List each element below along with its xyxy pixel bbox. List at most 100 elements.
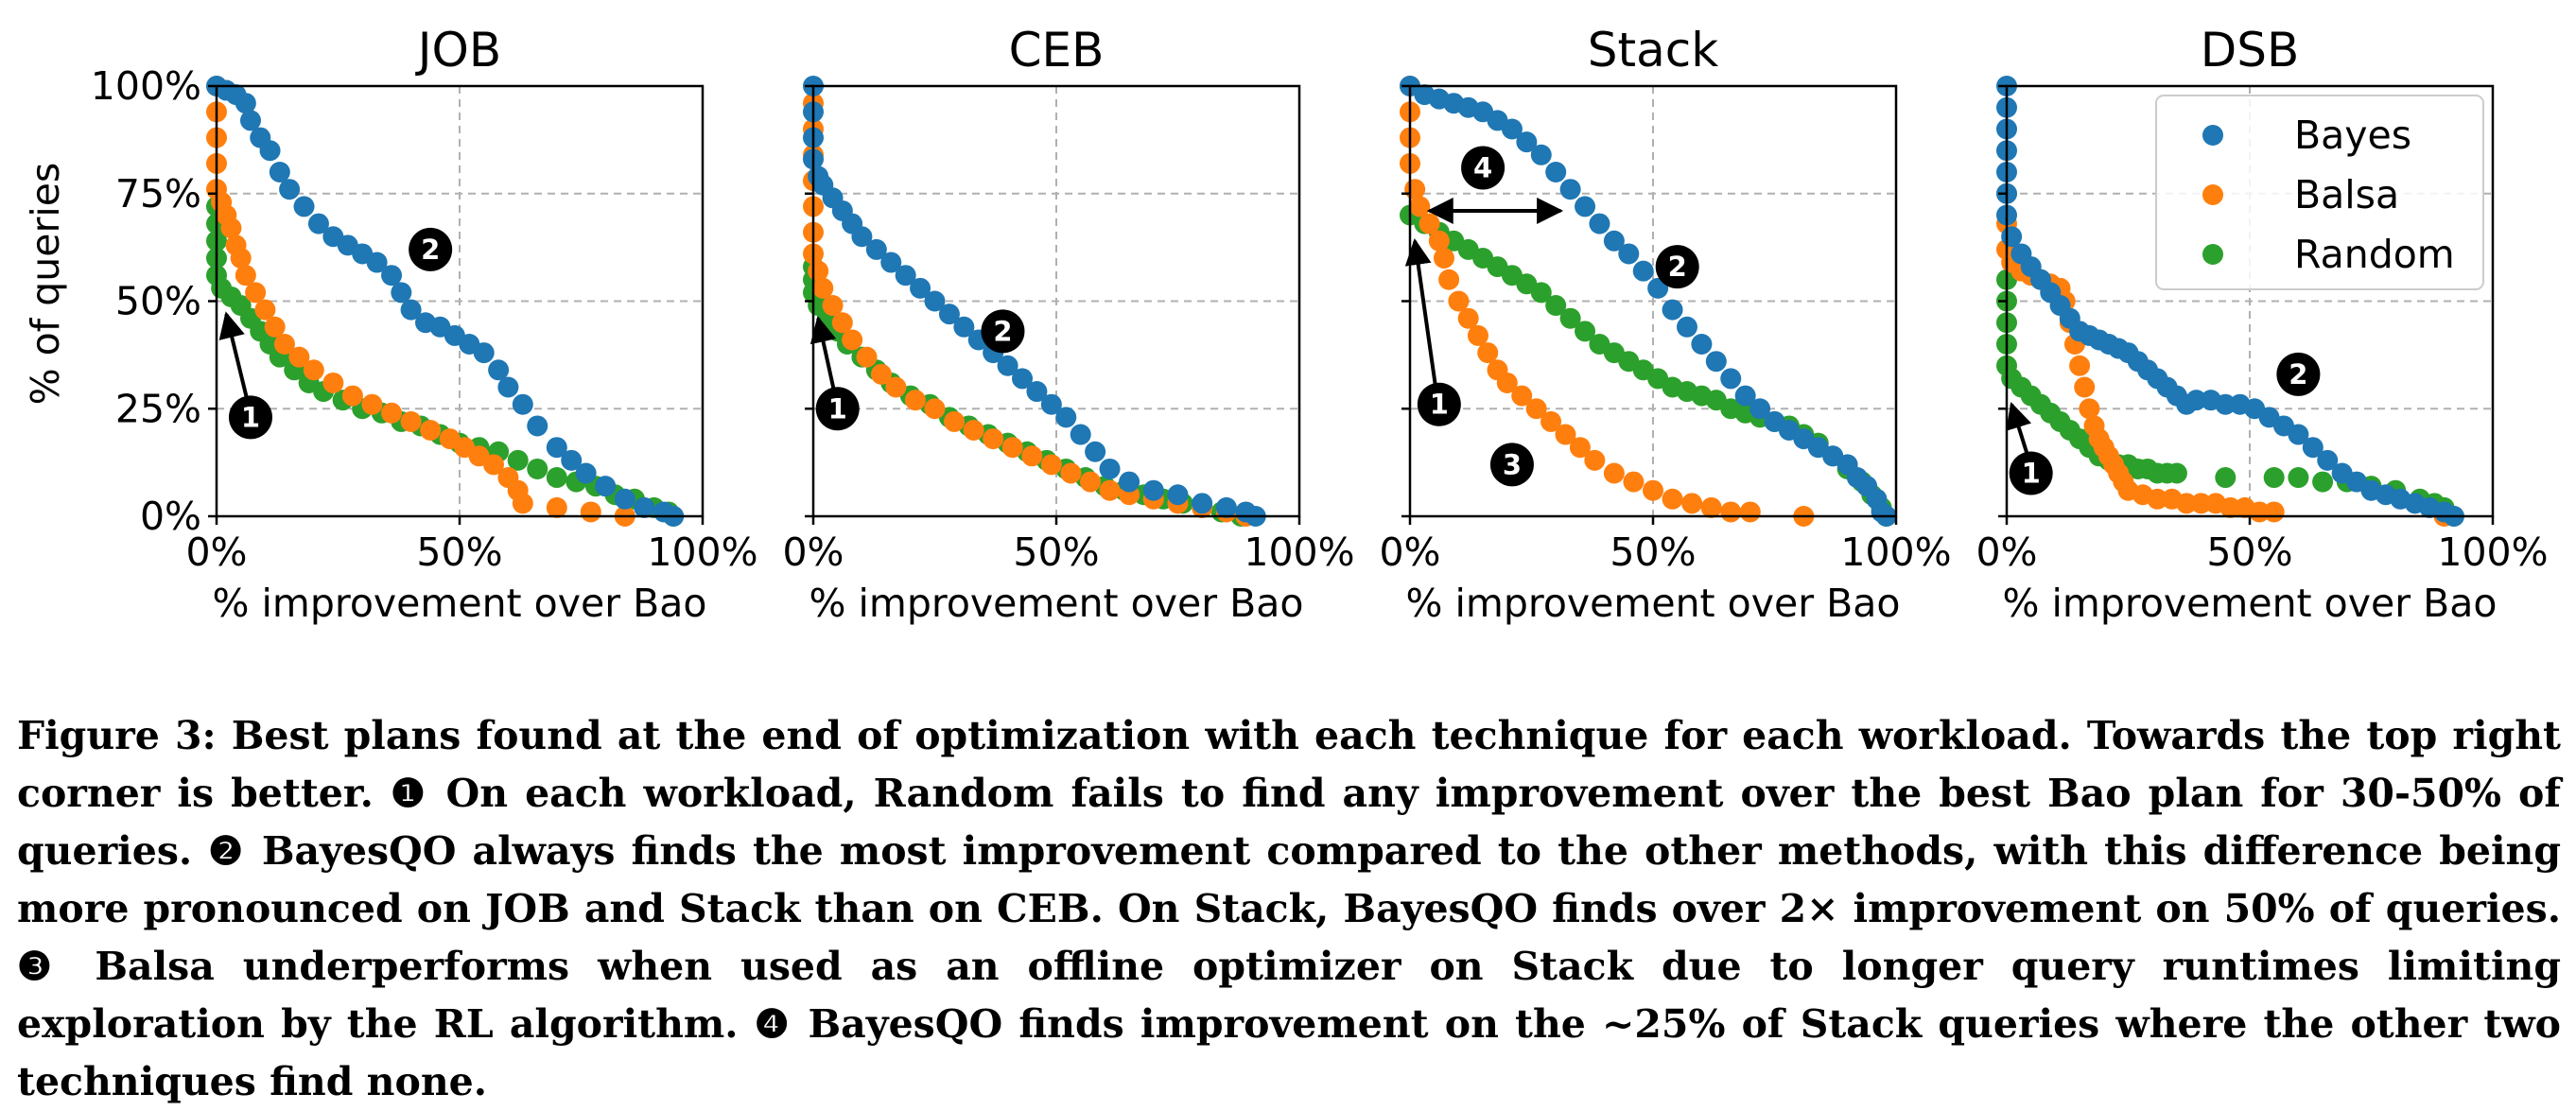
data-point bbox=[2074, 376, 2096, 398]
figure-caption: Figure 3: Best plans found at the end of… bbox=[17, 713, 2561, 1104]
x-tick-label: 50% bbox=[1610, 529, 1696, 575]
data-point bbox=[1700, 496, 1722, 518]
data-point bbox=[482, 454, 504, 476]
data-point bbox=[381, 265, 403, 286]
x-axis-label: % improvement over Bao bbox=[213, 581, 707, 626]
data-point bbox=[546, 496, 567, 518]
x-axis-label: % improvement over Bao bbox=[809, 581, 1304, 626]
data-point bbox=[924, 290, 946, 312]
annotation-number: 1 bbox=[1430, 389, 1449, 421]
data-point bbox=[1559, 179, 1581, 200]
data-point bbox=[381, 402, 403, 424]
data-point bbox=[822, 295, 844, 317]
legend-label-bayes: Bayes bbox=[2294, 113, 2411, 158]
data-point bbox=[870, 363, 892, 385]
data-point bbox=[1040, 393, 1062, 415]
panel-title: DSB bbox=[2201, 23, 2300, 78]
legend-label-balsa: Balsa bbox=[2294, 172, 2399, 217]
data-point bbox=[1540, 410, 1562, 432]
data-point bbox=[1739, 501, 1761, 523]
data-point bbox=[983, 428, 1004, 450]
data-point bbox=[1681, 493, 1703, 514]
data-point bbox=[1516, 131, 1538, 153]
data-point bbox=[254, 299, 276, 321]
data-point bbox=[303, 359, 324, 381]
data-point bbox=[1662, 488, 1683, 510]
data-point bbox=[488, 359, 510, 381]
data-point bbox=[2288, 467, 2309, 489]
annotation-marker bbox=[1461, 146, 1506, 190]
data-point bbox=[924, 398, 946, 420]
annotation-marker bbox=[1417, 382, 1461, 426]
data-point bbox=[1569, 437, 1591, 459]
data-point bbox=[512, 393, 533, 415]
data-point bbox=[1545, 295, 1567, 317]
data-point bbox=[1119, 471, 1140, 493]
data-point bbox=[546, 437, 567, 459]
data-point bbox=[307, 213, 329, 234]
annotation-arrow bbox=[218, 311, 249, 399]
data-point bbox=[1589, 213, 1610, 234]
data-point bbox=[561, 449, 583, 471]
panel-title: CEB bbox=[1009, 23, 1105, 78]
y-axis-label: % of queries bbox=[23, 163, 68, 406]
annotation-marker bbox=[981, 309, 1025, 354]
data-point bbox=[851, 226, 873, 248]
series-random bbox=[1400, 204, 1897, 527]
data-point bbox=[580, 501, 601, 523]
x-tick-label: 0% bbox=[1379, 529, 1440, 575]
data-point bbox=[944, 410, 966, 432]
data-point bbox=[1676, 316, 1697, 338]
data-point bbox=[885, 376, 907, 398]
data-point bbox=[2302, 437, 2324, 459]
data-point bbox=[527, 458, 548, 479]
data-point bbox=[473, 342, 495, 364]
data-point bbox=[812, 277, 834, 299]
data-point bbox=[269, 162, 290, 182]
data-point bbox=[1623, 471, 1645, 493]
data-point bbox=[230, 248, 252, 269]
data-point bbox=[2190, 493, 2212, 514]
data-point bbox=[575, 462, 597, 484]
data-point bbox=[507, 449, 529, 471]
data-point bbox=[856, 346, 878, 368]
data-point bbox=[220, 217, 242, 239]
annotation-arrow bbox=[1404, 238, 1437, 386]
data-point bbox=[1467, 324, 1488, 346]
y-tick-label: 50% bbox=[115, 279, 201, 324]
data-point bbox=[546, 467, 567, 489]
data-point bbox=[1085, 441, 1106, 462]
legend-marker-balsa bbox=[2202, 184, 2223, 205]
annotation-marker bbox=[409, 227, 453, 271]
data-point bbox=[2263, 467, 2285, 489]
data-point bbox=[1142, 479, 1164, 501]
data-point bbox=[1040, 454, 1062, 476]
y-tick-label: 100% bbox=[91, 63, 201, 109]
data-point bbox=[1575, 321, 1596, 342]
chart-panel-job: 0% 50% 100% 0% 25% 50% 75% 100% JOB % improvement… bbox=[91, 23, 758, 626]
data-point bbox=[1079, 471, 1101, 493]
data-point bbox=[391, 282, 412, 304]
annotation-marker bbox=[2276, 352, 2321, 396]
x-tick-label: 0% bbox=[185, 529, 247, 575]
data-point bbox=[2317, 449, 2339, 471]
data-point bbox=[264, 316, 286, 338]
data-point bbox=[1099, 458, 1121, 479]
x-tick-label: 100% bbox=[1840, 529, 1951, 575]
data-point bbox=[1021, 445, 1043, 467]
data-point bbox=[527, 415, 548, 437]
data-point bbox=[512, 493, 533, 514]
data-point bbox=[1720, 501, 1742, 523]
data-point bbox=[293, 196, 315, 217]
data-point bbox=[2079, 398, 2100, 420]
data-point bbox=[2312, 471, 2334, 493]
data-point bbox=[1662, 299, 1683, 321]
data-point bbox=[273, 334, 295, 355]
x-tick-label: 0% bbox=[782, 529, 844, 575]
annotation-number: 2 bbox=[421, 234, 440, 266]
data-point bbox=[1525, 398, 1547, 420]
data-point bbox=[1428, 230, 1450, 252]
data-point bbox=[1026, 381, 1048, 403]
data-point bbox=[2185, 390, 2207, 411]
y-tick-label: 25% bbox=[115, 386, 201, 431]
